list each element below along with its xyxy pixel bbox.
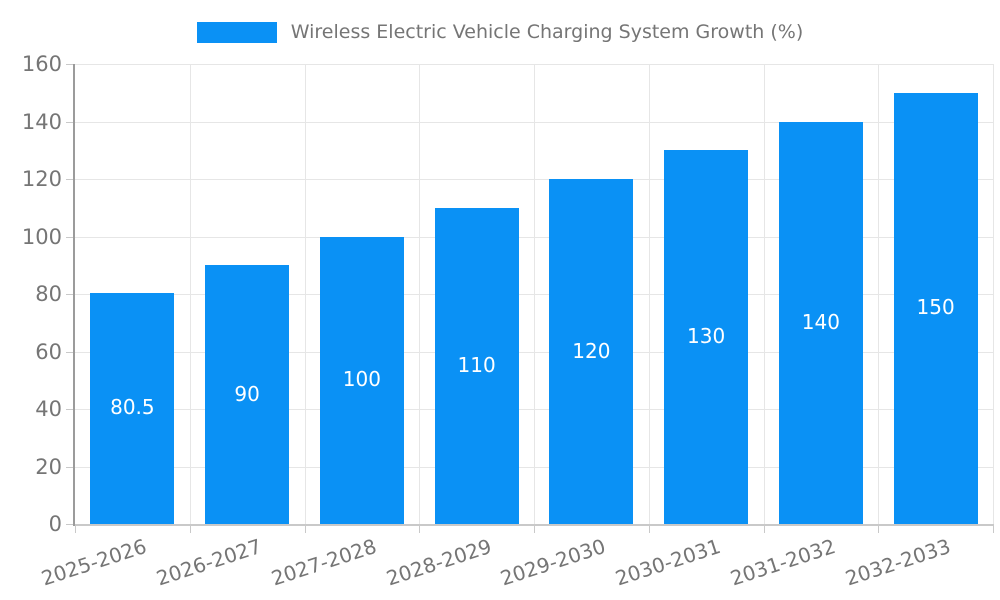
- x-axis-tick-label: 2030-2031: [612, 534, 724, 591]
- y-axis-tick-label: 120: [21, 167, 62, 191]
- gridline-vertical: [878, 64, 880, 524]
- bar: [664, 150, 749, 524]
- x-axis-tick-label: 2029-2030: [497, 534, 609, 591]
- y-tick-mark: [66, 466, 75, 468]
- x-tick-mark: [304, 524, 306, 533]
- gridline-vertical: [304, 64, 306, 524]
- y-axis-tick-label: 160: [21, 52, 62, 76]
- y-axis-tick-label: 100: [21, 224, 62, 249]
- bar: [778, 121, 863, 524]
- x-tick-mark: [419, 524, 421, 533]
- bar-value-label: 140: [801, 309, 840, 334]
- gridline-vertical: [419, 64, 421, 524]
- y-axis-line: [73, 64, 75, 526]
- x-axis-tick-label: 2026-2027: [153, 534, 265, 591]
- y-axis-tick-label: 60: [35, 339, 62, 364]
- y-tick-mark: [66, 409, 75, 410]
- y-tick-mark: [66, 236, 75, 238]
- y-axis-tick-label: 20: [35, 454, 62, 479]
- bar: [90, 292, 175, 524]
- x-tick-mark: [648, 524, 650, 533]
- x-axis-line: [75, 524, 993, 526]
- bar: [549, 179, 634, 524]
- bar: [434, 207, 519, 524]
- bar-value-label: 110: [457, 352, 496, 377]
- x-tick-mark: [75, 524, 76, 533]
- gridline-vertical: [189, 64, 191, 524]
- legend-swatch: [196, 21, 277, 43]
- bar-value-label: 130: [687, 324, 726, 349]
- x-axis-tick-label: 2027-2028: [268, 534, 380, 591]
- y-tick-mark: [66, 351, 75, 353]
- x-axis-tick-label: 2032-2033: [841, 534, 954, 591]
- y-axis-tick-label: 80: [35, 282, 62, 306]
- legend: Wireless Electric Vehicle Charging Syste…: [0, 16, 1000, 48]
- y-tick-mark: [66, 121, 75, 123]
- gridline-vertical: [993, 64, 994, 524]
- legend-label: Wireless Electric Vehicle Charging Syste…: [290, 21, 804, 43]
- x-axis-tick-label: 2025-2026: [38, 534, 150, 591]
- bar-value-label: 120: [572, 338, 611, 363]
- bar: [319, 236, 404, 524]
- x-tick-mark: [763, 524, 765, 533]
- bar: [205, 265, 290, 524]
- gridline-vertical: [534, 64, 535, 524]
- y-tick-mark: [66, 524, 75, 525]
- bar-value-label: 150: [916, 295, 955, 320]
- gridline-vertical: [763, 64, 765, 524]
- x-tick-mark: [878, 524, 880, 533]
- bar: [893, 92, 978, 524]
- y-tick-mark: [66, 294, 75, 295]
- y-axis-tick-label: 40: [35, 397, 62, 421]
- x-tick-mark: [189, 524, 191, 533]
- x-axis-tick-label: 2028-2029: [382, 534, 495, 591]
- x-axis-tick-label: 2031-2032: [727, 534, 839, 591]
- y-tick-mark: [66, 64, 75, 65]
- x-tick-mark: [534, 524, 535, 533]
- x-tick-mark: [993, 524, 994, 533]
- y-tick-mark: [66, 179, 75, 180]
- bar-value-label: 100: [342, 367, 381, 392]
- gridline-vertical: [648, 64, 650, 524]
- bar-value-label: 90: [234, 381, 260, 406]
- y-axis-tick-label: 0: [48, 512, 62, 536]
- bar-value-label: 80.5: [110, 395, 155, 420]
- y-axis-tick-label: 140: [21, 109, 62, 134]
